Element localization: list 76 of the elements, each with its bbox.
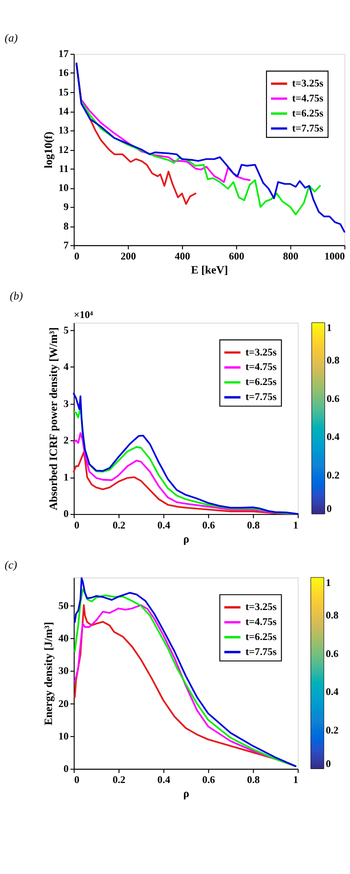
x-tick-label: 0.8 — [246, 775, 260, 786]
y-tick-label: 3 — [63, 398, 69, 410]
x-axis-title: ρ — [183, 533, 190, 546]
y-axis-title: Energy density [J/m³] — [42, 622, 55, 726]
x-tick-label: 600 — [228, 252, 244, 263]
legend-label: t=6.25s — [245, 377, 277, 388]
y-tick-label: 20 — [58, 698, 69, 710]
y-tick-label: 11 — [58, 164, 69, 175]
x-tick-label: 1 — [293, 520, 298, 532]
y-tick-label: 30 — [58, 666, 69, 678]
y-tick-label: 13 — [58, 126, 69, 137]
color-bar-label: 0.2 — [326, 725, 339, 736]
legend-label: t=7.75s — [292, 123, 324, 134]
line-series — [76, 62, 346, 233]
x-tick-label: 1000 — [324, 252, 345, 263]
legend-label: t=3.25s — [292, 78, 324, 90]
y-tick-label: 0 — [63, 764, 69, 776]
y-tick-label: 15 — [58, 87, 69, 98]
color-bar-label: 0.6 — [326, 648, 339, 660]
color-bar-label: 0.8 — [326, 610, 339, 622]
x-tick-label: 200 — [120, 252, 136, 263]
x-tick-label: 1 — [293, 775, 298, 786]
y-tick-label: 9 — [63, 202, 69, 214]
x-tick-label: 0.8 — [246, 520, 260, 532]
legend-label: t=7.75s — [245, 392, 277, 404]
y-tick-label: 17 — [58, 49, 69, 60]
x-tick-label: 0.6 — [202, 775, 216, 786]
chart-title: (c) — [4, 559, 18, 572]
text: ×10⁴ — [74, 310, 93, 321]
x-tick-label: 0 — [74, 252, 80, 263]
x-tick-label: 0 — [74, 775, 80, 786]
y-tick-label: 50 — [58, 601, 69, 612]
legend-label: t=7.75s — [245, 646, 277, 658]
y-axis-title: Absorbed ICRF power density [W/m³] — [48, 327, 60, 510]
x-tick-label: 0.2 — [112, 520, 126, 532]
color-bar-label: 1 — [326, 323, 332, 334]
color-bar-label: 0.2 — [326, 470, 340, 482]
y-tick-label: 8 — [63, 221, 69, 232]
legend-label: t=6.25s — [245, 632, 277, 643]
y-tick-label: 5 — [63, 325, 69, 336]
y-tick-label: 40 — [58, 634, 69, 645]
legend-label: t=4.75s — [245, 362, 277, 374]
y-tick-label: 2 — [63, 436, 69, 447]
x-tick-label: 0.2 — [112, 775, 126, 786]
y-tick-label: 16 — [58, 68, 69, 80]
legend-label: t=3.25s — [245, 602, 277, 614]
color-bar-label: 0 — [326, 758, 331, 770]
y-axis-title: log10(f) — [42, 131, 55, 168]
y-tick-label: 0 — [63, 509, 69, 520]
x-tick-label: 0.4 — [157, 775, 170, 786]
x-axis-title: ρ — [183, 788, 190, 800]
chart-title: (b) — [10, 290, 24, 302]
legend-label: t=4.75s — [245, 617, 277, 628]
x-tick-label: 800 — [283, 252, 298, 263]
y-tick-label: 12 — [58, 144, 69, 156]
color-bar-label: 0.6 — [326, 394, 340, 405]
color-bar-label: 1 — [326, 578, 331, 589]
color-bar-label: 0.4 — [326, 687, 339, 698]
legend-label: t=6.25s — [292, 108, 324, 120]
legend-label: t=3.25s — [245, 347, 277, 358]
y-tick-label: 4 — [63, 362, 69, 374]
y-tick-label: 14 — [58, 106, 69, 118]
x-tick-label: 0 — [74, 520, 80, 532]
x-axis-title: E [keV] — [191, 264, 228, 277]
x-tick-label: 0.4 — [157, 520, 170, 532]
y-tick-label: 7 — [63, 240, 69, 252]
y-tick-label: 10 — [58, 731, 69, 742]
color-bar-label: 0 — [326, 504, 332, 516]
x-tick-label: 0.6 — [202, 520, 216, 532]
y-tick-label: 10 — [58, 183, 69, 194]
legend-label: t=4.75s — [292, 93, 324, 104]
x-tick-label: 400 — [174, 252, 190, 263]
y-tick-label: 1 — [63, 472, 69, 484]
color-bar-label: 0.8 — [326, 356, 340, 367]
color-bar-label: 0.4 — [326, 432, 340, 444]
chart-title: (a) — [4, 32, 18, 45]
